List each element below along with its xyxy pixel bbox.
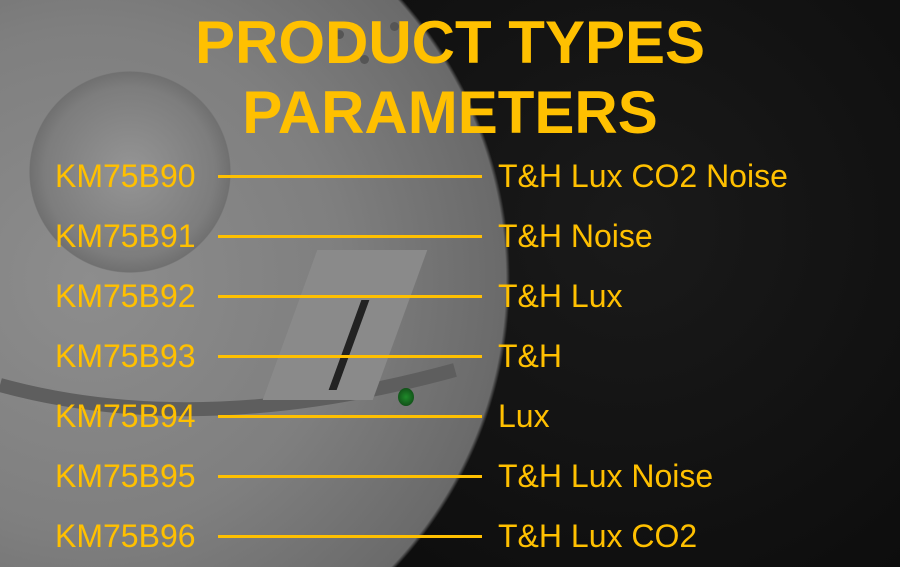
vent-hole <box>360 55 369 64</box>
product-row: KM75B96 T&H Lux CO2 <box>0 516 880 556</box>
connector-line <box>218 175 482 178</box>
connector-line <box>218 235 482 238</box>
model-name: KM75B93 <box>55 338 196 374</box>
model-spec: T&H Noise <box>498 218 653 254</box>
model-spec: T&H Lux Noise <box>498 458 714 494</box>
product-row: KM75B91 T&H Noise <box>0 216 880 256</box>
product-row: KM75B95 T&H Lux Noise <box>0 456 880 496</box>
connector-line <box>218 535 482 538</box>
model-spec: T&H <box>498 338 562 374</box>
model-spec: Lux <box>498 398 550 434</box>
vent-hole <box>390 22 399 31</box>
model-name: KM75B96 <box>55 518 196 554</box>
vent-hole <box>335 30 344 39</box>
model-name: KM75B90 <box>55 158 196 194</box>
model-spec: T&H Lux CO2 Noise <box>498 158 788 194</box>
model-name: KM75B92 <box>55 278 196 314</box>
connector-line <box>218 355 482 358</box>
model-spec: T&H Lux CO2 <box>498 518 698 554</box>
page-title-line1: PRODUCT TYPES <box>194 9 706 76</box>
model-name: KM75B91 <box>55 218 196 254</box>
model-spec: T&H Lux <box>498 278 623 314</box>
connector-line <box>218 415 482 418</box>
page-title-line2: PARAMETERS <box>242 79 658 146</box>
model-name: KM75B94 <box>55 398 196 434</box>
led-indicator <box>398 388 414 406</box>
product-row: KM75B93 T&H <box>0 336 880 376</box>
model-name: KM75B95 <box>55 458 196 494</box>
product-row: KM75B90 T&H Lux CO2 Noise <box>0 156 880 196</box>
connector-line <box>218 295 482 298</box>
product-row: KM75B94 Lux <box>0 396 880 436</box>
connector-line <box>218 475 482 478</box>
product-row: KM75B92 T&H Lux <box>0 276 880 316</box>
